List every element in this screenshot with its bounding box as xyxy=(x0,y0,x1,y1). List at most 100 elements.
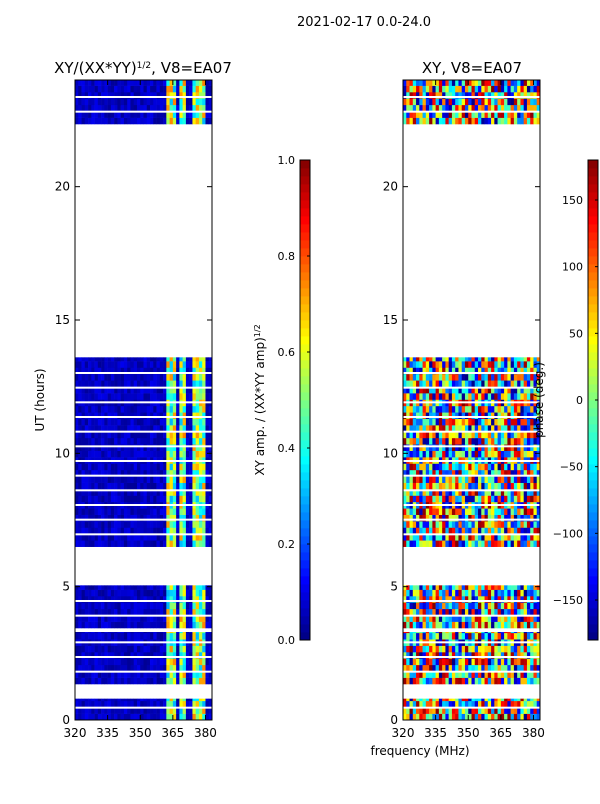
heatmap-cell xyxy=(205,632,209,633)
heatmap-cell xyxy=(124,658,128,665)
heatmap-cell xyxy=(179,527,183,534)
heatmap-cell xyxy=(429,105,433,112)
heatmap-cell xyxy=(88,374,92,381)
heatmap-cell xyxy=(517,98,521,105)
heatmap-cell xyxy=(157,678,161,685)
heatmap-cell xyxy=(462,658,466,665)
heatmap-cell xyxy=(517,714,521,721)
heatmap-cell xyxy=(485,495,489,502)
heatmap-cell xyxy=(91,444,95,451)
heatmap-cell xyxy=(410,451,414,458)
heatmap-cell xyxy=(82,609,86,616)
heatmap-cell xyxy=(517,585,521,590)
heatmap-cell xyxy=(507,451,511,458)
colorbar-segment xyxy=(300,456,310,464)
heatmap-cell xyxy=(524,393,528,400)
heatmap-cell xyxy=(419,699,423,701)
heatmap-cell xyxy=(472,632,476,633)
heatmap-cell xyxy=(111,701,115,708)
heatmap-cell xyxy=(163,118,167,125)
heatmap-cell xyxy=(170,658,174,665)
heatmap-cell xyxy=(520,701,524,708)
heatmap-cell xyxy=(144,118,148,125)
heatmap-cell xyxy=(419,357,423,361)
heatmap-cell xyxy=(124,699,128,701)
heatmap-cell xyxy=(140,380,144,387)
heatmap-cell xyxy=(189,419,193,426)
heatmap-cell xyxy=(111,374,115,381)
heatmap-cell xyxy=(436,406,440,413)
heatmap-cell xyxy=(452,602,456,609)
heatmap-cell xyxy=(137,438,141,445)
heatmap-cell xyxy=(163,609,167,616)
heatmap-cell xyxy=(170,602,174,609)
heatmap-cell xyxy=(413,714,417,721)
heatmap-cell xyxy=(452,406,456,413)
heatmap-cell xyxy=(442,98,446,105)
heatmap-cell xyxy=(91,658,95,665)
heatmap-cell xyxy=(95,105,99,112)
heatmap-cell xyxy=(527,483,531,490)
heatmap-cell xyxy=(429,540,433,547)
heatmap-cell xyxy=(101,105,105,112)
heatmap-cell xyxy=(419,714,423,721)
heatmap-cell xyxy=(95,393,99,400)
heatmap-cell xyxy=(488,357,492,361)
heatmap-cell xyxy=(124,80,128,86)
heatmap-cell xyxy=(432,406,436,413)
heatmap-cell xyxy=(147,374,151,381)
heatmap-cell xyxy=(485,521,489,528)
heatmap-cell xyxy=(186,540,190,547)
heatmap-cell xyxy=(524,451,528,458)
heatmap-cell xyxy=(134,699,138,701)
heatmap-cell xyxy=(533,357,537,361)
heatmap-cell xyxy=(462,701,466,708)
heatmap-cell xyxy=(429,438,433,445)
heatmap-cell xyxy=(121,444,125,451)
heatmap-cell xyxy=(78,585,82,590)
heatmap-cell xyxy=(134,701,138,708)
heatmap-cell xyxy=(488,585,492,590)
colorbar-segment xyxy=(588,592,598,600)
heatmap-cell xyxy=(124,714,128,721)
heatmap-cell xyxy=(419,80,423,86)
heatmap-cell xyxy=(170,508,174,515)
heatmap-cell xyxy=(111,590,115,597)
heatmap-cell xyxy=(82,357,86,361)
heatmap-cell xyxy=(520,86,524,93)
heatmap-cell xyxy=(504,622,508,629)
heatmap-cell xyxy=(514,357,518,361)
heatmap-cell xyxy=(88,602,92,609)
heatmap-cell xyxy=(189,80,193,86)
heatmap-cell xyxy=(108,714,112,721)
heatmap-cell xyxy=(494,714,498,721)
heatmap-cell xyxy=(117,701,121,708)
heatmap-cell xyxy=(442,609,446,616)
heatmap-cell xyxy=(166,622,170,629)
heatmap-cell xyxy=(150,701,154,708)
heatmap-cell xyxy=(137,585,141,590)
heatmap-cell xyxy=(140,602,144,609)
heatmap-cell xyxy=(150,646,154,653)
heatmap-cell xyxy=(432,590,436,597)
heatmap-cell xyxy=(192,86,196,93)
heatmap-cell xyxy=(199,393,203,400)
heatmap-cell xyxy=(432,508,436,515)
heatmap-cell xyxy=(527,438,531,445)
heatmap-cell xyxy=(205,451,209,458)
heatmap-cell xyxy=(130,393,134,400)
heatmap-cell xyxy=(452,527,456,534)
heatmap-cell xyxy=(150,361,154,368)
heatmap-cell xyxy=(189,476,193,483)
heatmap-cell xyxy=(82,380,86,387)
heatmap-cell xyxy=(481,438,485,445)
heatmap-cell xyxy=(416,508,420,515)
heatmap-cell xyxy=(517,521,521,528)
colorbar-segment xyxy=(588,544,598,552)
heatmap-cell xyxy=(117,98,121,105)
heatmap-cell xyxy=(166,609,170,616)
heatmap-cell xyxy=(439,540,443,547)
heatmap-cell xyxy=(465,105,469,112)
heatmap-cell xyxy=(160,508,164,515)
heatmap-cell xyxy=(111,527,115,534)
